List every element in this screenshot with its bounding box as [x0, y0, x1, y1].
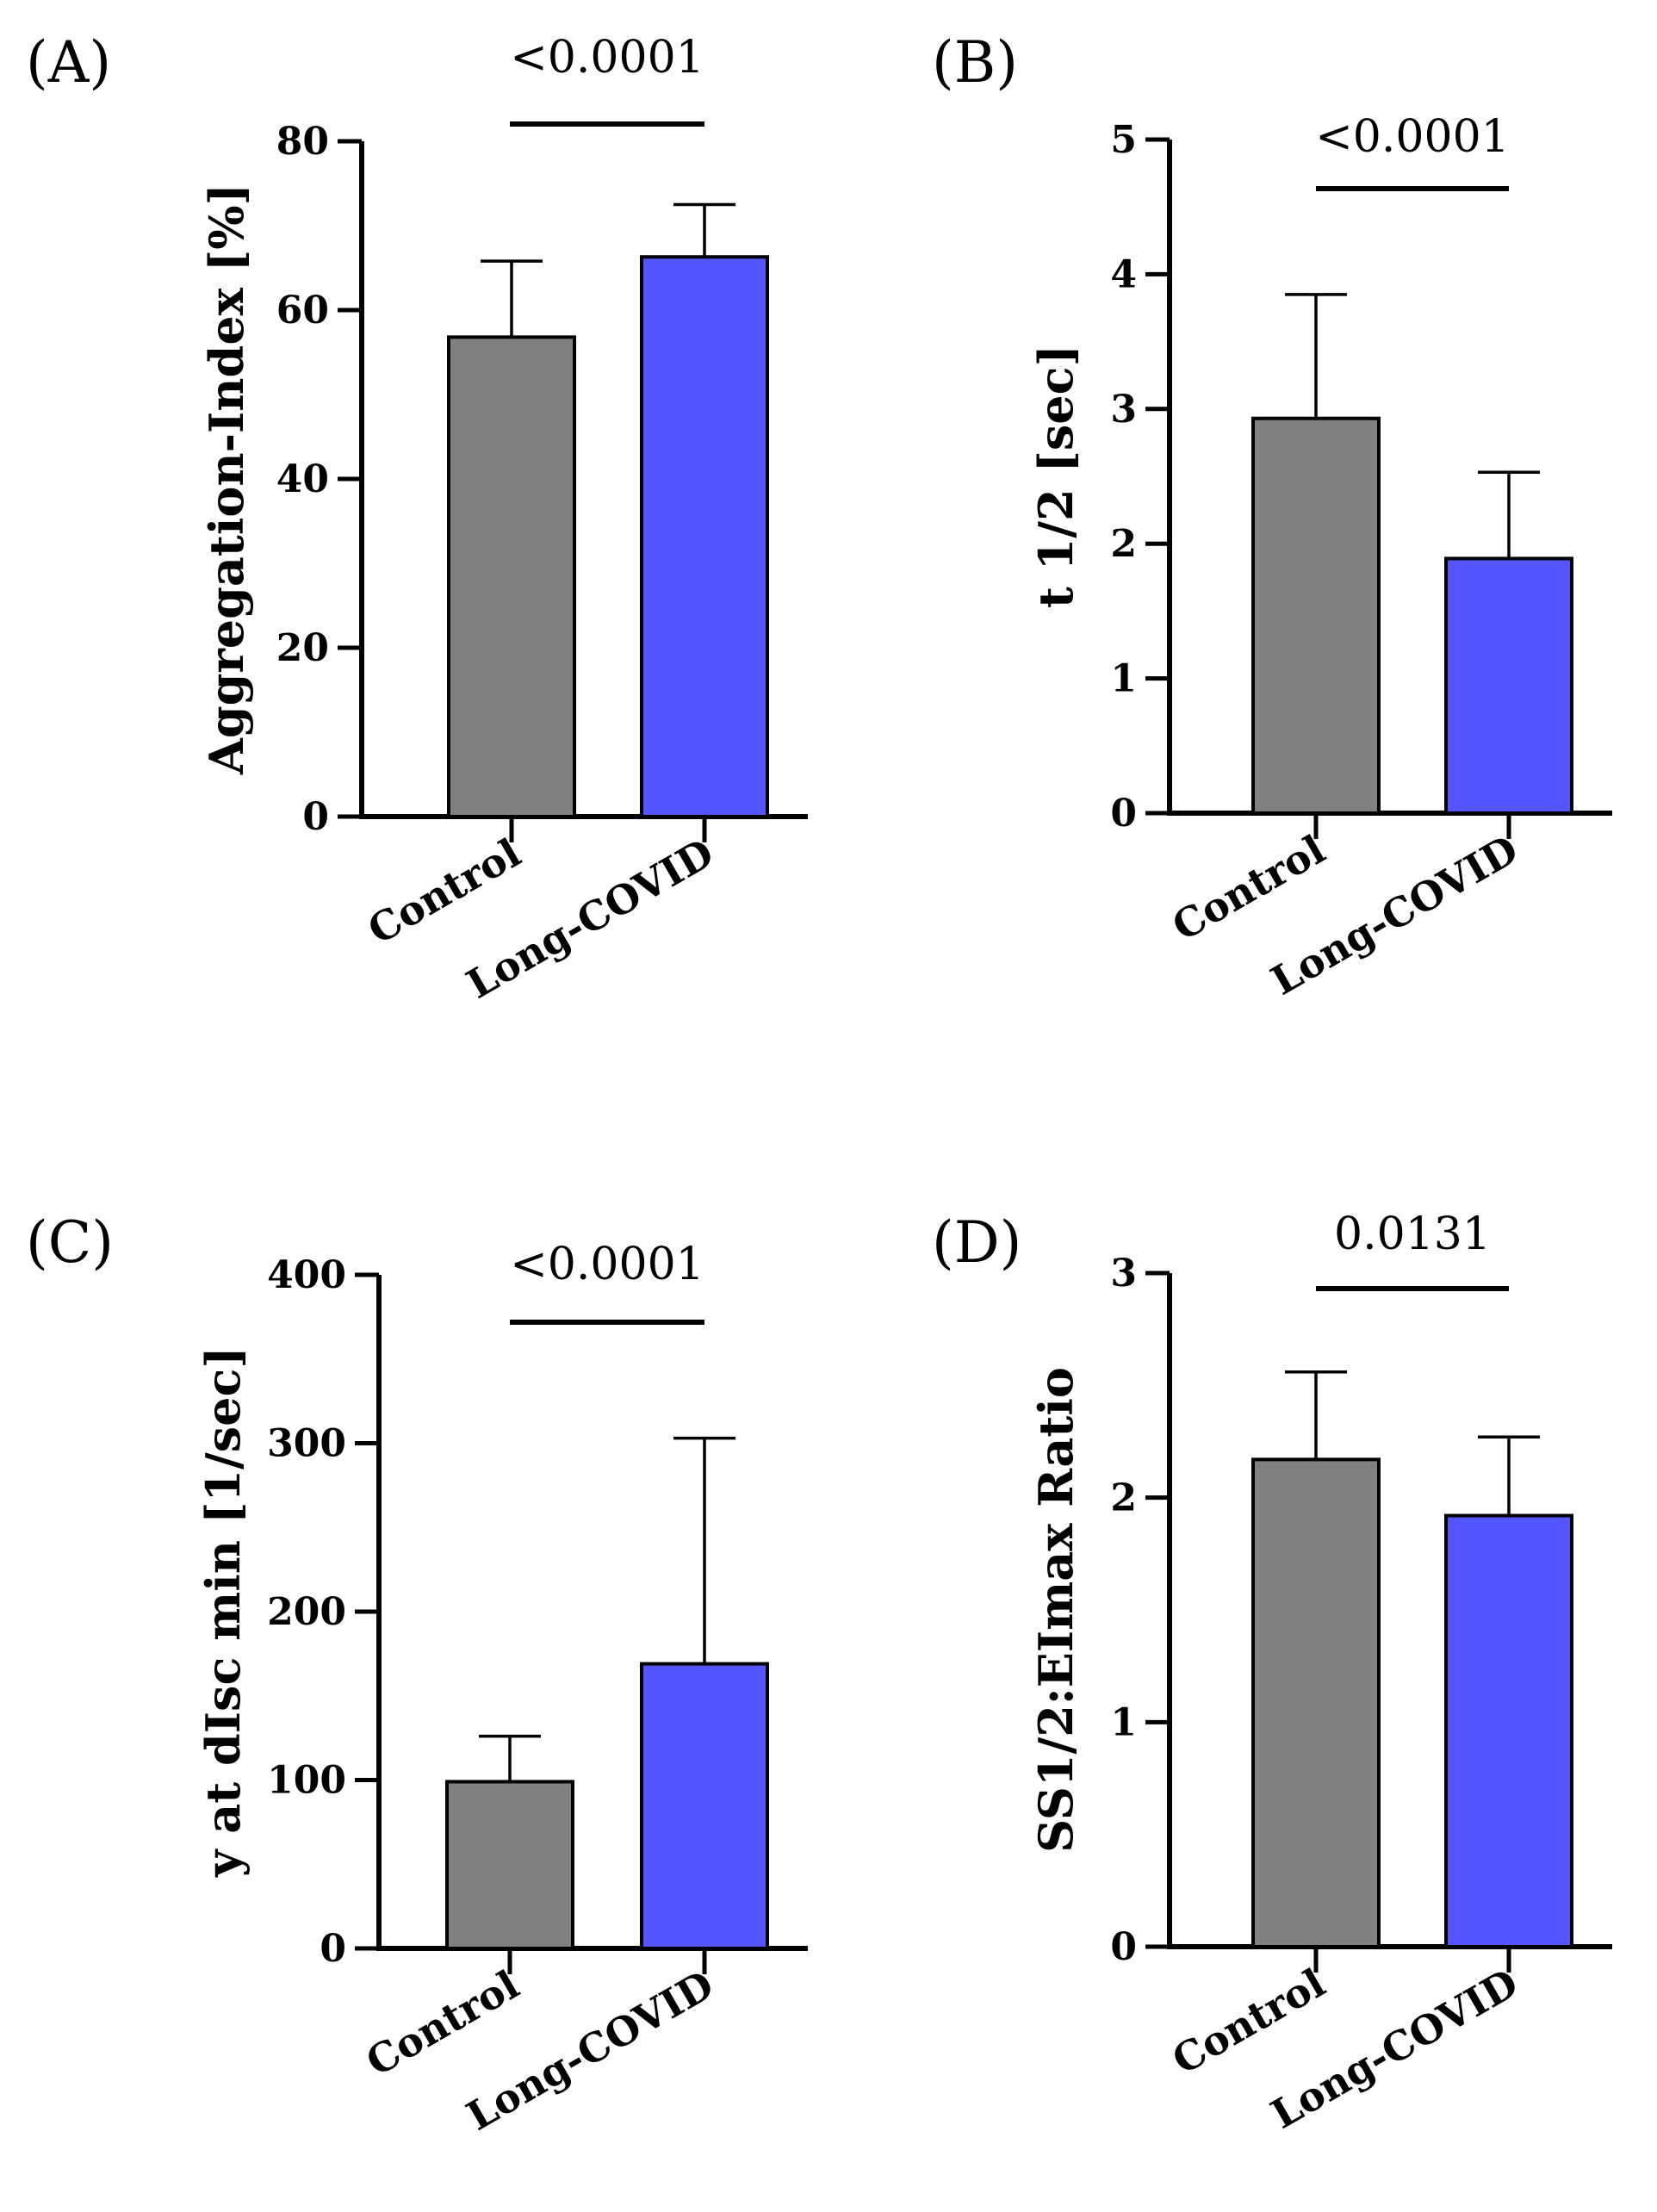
y-tick-label: 3	[1110, 1252, 1137, 1296]
y-tick-label: 0	[1110, 792, 1137, 836]
panel-label: (D)	[932, 1209, 1021, 1276]
y-axis-label: SS1/2:EImax Ratio	[1028, 1367, 1083, 1853]
bar	[640, 1662, 769, 1950]
y-tick-label: 2	[1110, 1476, 1137, 1520]
y-tick-label: 1	[1110, 657, 1137, 701]
y-tick-label: 80	[276, 120, 329, 164]
bar	[1444, 1513, 1573, 1949]
p-value-label: <0.0001	[510, 1239, 704, 1290]
y-tick-label: 5	[1110, 118, 1137, 162]
panel-label: (C)	[26, 1209, 114, 1276]
y-tick-label: 400	[267, 1253, 346, 1297]
y-tick-label: 300	[267, 1422, 346, 1466]
y-tick-label: 100	[267, 1759, 346, 1803]
category-label: Control	[1164, 1960, 1332, 2084]
y-tick-label: 3	[1110, 388, 1137, 432]
y-tick-label: 2	[1110, 522, 1137, 566]
y-axis-label: y at dIsc min [1/sec]	[195, 1346, 251, 1878]
bar	[1251, 416, 1381, 815]
category-label: Control	[360, 830, 528, 954]
bar	[445, 1780, 574, 1951]
bar	[640, 255, 769, 818]
bar	[1444, 556, 1573, 815]
y-axis-label: t 1/2 [sec]	[1028, 345, 1083, 608]
chart-panel-0: (A) 0 20 40 60 80 Aggregation-Index [%] Control…	[26, 29, 808, 1008]
y-tick-label: 1	[1110, 1700, 1137, 1744]
y-tick-label: 0	[320, 1927, 346, 1971]
y-tick-label: 0	[1110, 1925, 1137, 1969]
y-axis-label: Aggregation-Index [%]	[199, 183, 254, 775]
chart-panel-2: (C) 0 100 200 300 400 y at dIsc min [1/sec] Con…	[26, 1209, 808, 2140]
y-tick-label: 200	[267, 1590, 346, 1634]
p-value-label: <0.0001	[1315, 111, 1510, 163]
panel-label: (A)	[26, 29, 111, 96]
y-tick-label: 0	[302, 795, 329, 839]
y-tick-label: 40	[276, 457, 329, 501]
bar	[447, 335, 576, 818]
p-value-label: 0.0131	[1334, 1209, 1491, 1260]
y-tick-label: 20	[276, 626, 329, 670]
bar	[1251, 1457, 1381, 1949]
category-label: Control	[358, 1961, 526, 2085]
category-label: Control	[1164, 826, 1332, 950]
y-tick-label: 60	[276, 289, 329, 332]
p-value-label: <0.0001	[510, 32, 704, 84]
y-tick-label: 4	[1110, 252, 1137, 296]
panel-label: (B)	[932, 29, 1018, 96]
